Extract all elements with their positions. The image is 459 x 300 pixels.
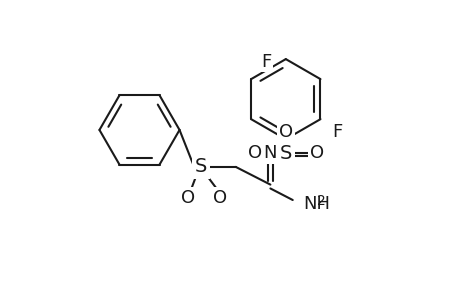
Text: F: F <box>261 53 271 71</box>
Text: NH: NH <box>303 195 330 213</box>
Text: O: O <box>213 189 227 207</box>
Text: S: S <box>279 143 291 163</box>
Text: 2: 2 <box>317 194 325 208</box>
Text: N: N <box>263 144 276 162</box>
Text: O: O <box>278 123 292 141</box>
Text: F: F <box>331 123 341 141</box>
Text: O: O <box>309 144 323 162</box>
Text: S: S <box>195 158 207 176</box>
Text: O: O <box>247 144 262 162</box>
Text: O: O <box>180 189 195 207</box>
